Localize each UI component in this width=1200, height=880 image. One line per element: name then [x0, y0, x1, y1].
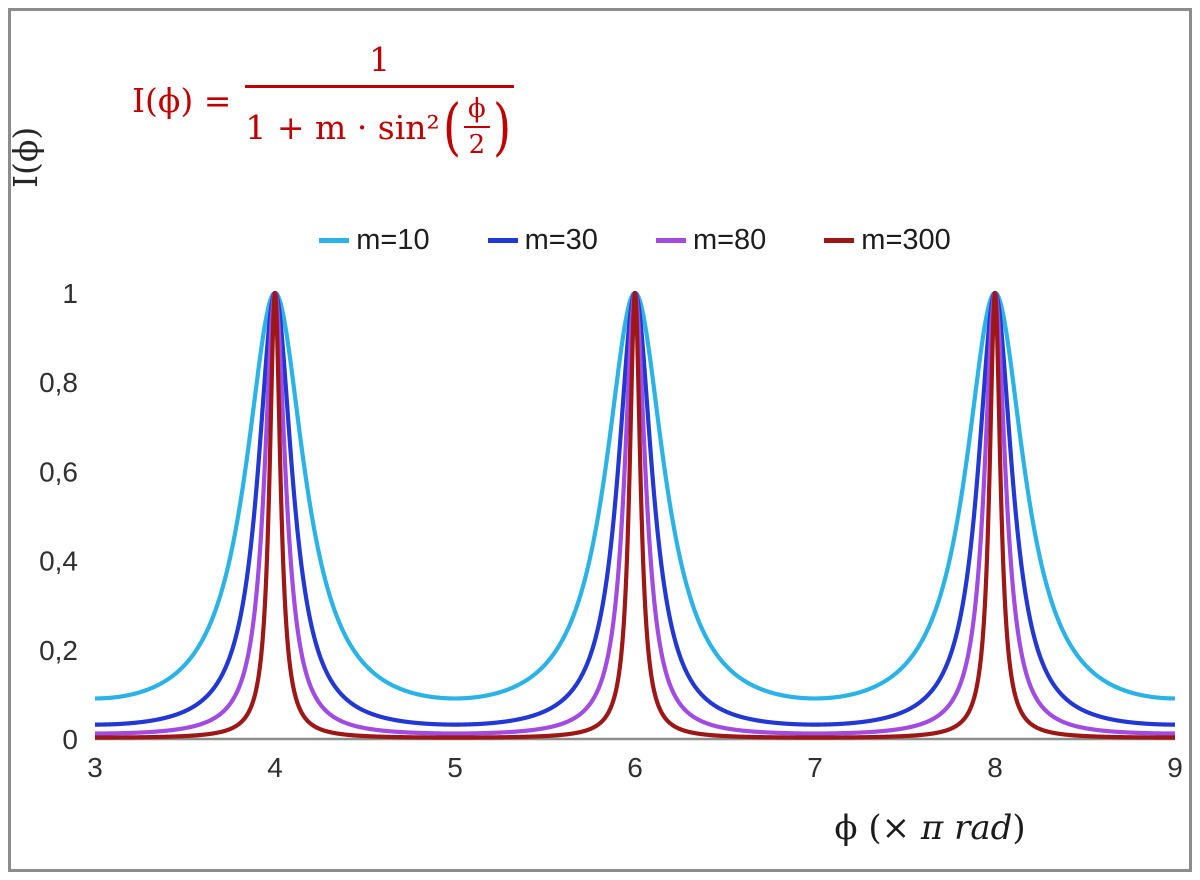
legend: m=10 m=30 m=80 m=300	[95, 224, 1175, 257]
curve-m=30	[93, 290, 1177, 727]
y-tick-label-0: 0	[62, 724, 78, 755]
y-tick-label-0,8: 0,8	[39, 367, 78, 398]
legend-item-m=30: m=30	[487, 224, 598, 257]
legend-label: m=80	[692, 224, 767, 256]
legend-swatch-m=300	[824, 238, 855, 243]
legend-label: m=300	[861, 224, 951, 256]
curve-m=80	[93, 290, 1177, 736]
x-axis-title-close: )	[1012, 808, 1026, 848]
legend-swatch-m=30	[487, 238, 518, 243]
legend-item-m=80: m=80	[655, 224, 767, 257]
formula-inner-fraction: ϕ 2	[463, 94, 490, 160]
x-tick-label-8: 8	[987, 752, 1003, 783]
y-tick-label-0,6: 0,6	[39, 456, 78, 487]
legend-item-m=10: m=10	[319, 224, 430, 257]
formula-fraction: 1 1 + m · sin² ( ϕ 2 )	[245, 40, 514, 160]
x-axis-title-phi: ϕ	[834, 808, 858, 848]
formula-lhs: I(ϕ) =	[132, 80, 232, 120]
formula-denominator: 1 + m · sin² ( ϕ 2 )	[245, 88, 514, 160]
curve-m=300	[93, 290, 1177, 740]
x-tick-label-3: 3	[87, 752, 103, 783]
x-tick-label-6: 6	[627, 752, 643, 783]
x-axis-title-units: π rad	[920, 808, 1013, 848]
x-tick-label-4: 4	[267, 752, 283, 783]
y-tick-label-1: 1	[62, 278, 78, 309]
chart-border-frame	[8, 8, 1192, 872]
legend-label: m=30	[524, 224, 598, 256]
formula-annotation: I(ϕ) = 1 1 + m · sin² ( ϕ 2 )	[132, 40, 514, 160]
legend-swatch-m=80	[655, 238, 686, 243]
x-axis-title: ϕ (× π rad)	[780, 808, 1080, 848]
inner-numerator: ϕ	[463, 94, 490, 128]
y-axis-title: I(ϕ)	[6, 126, 45, 188]
x-axis-title-open: (×	[857, 808, 921, 848]
y-tick-label-0,4: 0,4	[39, 546, 78, 577]
legend-swatch-m=10	[319, 238, 350, 243]
y-tick-label-0,2: 0,2	[39, 635, 78, 666]
inner-denominator: 2	[468, 130, 486, 160]
formula-denominator-prefix: 1 + m · sin²	[245, 107, 440, 147]
x-tick-label-7: 7	[807, 752, 823, 783]
open-paren: (	[442, 90, 461, 164]
legend-label: m=10	[356, 224, 430, 256]
close-paren: )	[492, 90, 511, 164]
x-tick-label-5: 5	[447, 752, 463, 783]
legend-item-m=300: m=300	[824, 224, 951, 257]
formula-numerator: 1	[245, 40, 514, 88]
x-tick-label-9: 9	[1167, 752, 1183, 783]
